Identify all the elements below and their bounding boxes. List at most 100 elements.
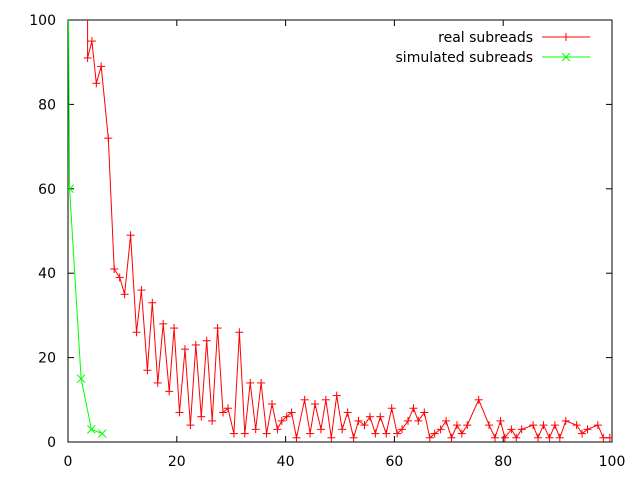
data-point xyxy=(262,429,271,438)
x-tick-label: 20 xyxy=(168,454,186,470)
data-point xyxy=(306,429,315,438)
axis-tick-labels: 0 20 40 60 80 100 0 20 40 60 80 100 xyxy=(29,13,625,470)
data-point xyxy=(104,134,113,143)
data-point xyxy=(393,429,402,438)
data-point xyxy=(251,425,260,434)
data-point xyxy=(186,421,195,430)
y-tick-label: 40 xyxy=(38,266,56,282)
data-point xyxy=(360,421,369,430)
data-point xyxy=(382,429,391,438)
data-point xyxy=(273,425,282,434)
data-point xyxy=(246,378,255,387)
data-point xyxy=(507,425,516,434)
plot-frame xyxy=(67,19,613,443)
legend-label: simulated subreads xyxy=(396,50,533,66)
data-point xyxy=(404,416,412,425)
data-point xyxy=(593,421,602,430)
series-0 xyxy=(83,20,612,442)
data-point xyxy=(539,421,548,430)
data-point xyxy=(414,416,423,425)
data-point xyxy=(572,421,581,430)
data-point xyxy=(137,286,146,295)
data-point xyxy=(545,433,554,442)
data-point xyxy=(338,425,347,434)
data-point xyxy=(202,336,211,345)
data-point xyxy=(512,433,521,442)
data-point xyxy=(500,433,509,442)
data-point xyxy=(300,395,309,404)
data-point xyxy=(208,416,217,425)
data-point xyxy=(219,408,228,417)
y-tick-label: 80 xyxy=(38,97,56,113)
data-point xyxy=(87,424,96,434)
data-point xyxy=(148,298,157,307)
data-point xyxy=(550,421,559,430)
data-point xyxy=(452,421,461,430)
data-point xyxy=(277,416,286,425)
series-layer xyxy=(68,20,612,442)
data-point xyxy=(76,374,86,384)
data-point xyxy=(235,328,244,337)
y-tick-label: 20 xyxy=(38,351,56,367)
data-point xyxy=(343,408,352,417)
data-point xyxy=(87,37,96,46)
data-point xyxy=(436,425,445,434)
data-point xyxy=(561,416,570,425)
data-point xyxy=(97,62,106,71)
y-tick-label: 60 xyxy=(38,182,56,198)
data-point xyxy=(97,429,107,438)
x-tick-label: 100 xyxy=(599,454,626,470)
data-point xyxy=(534,433,543,442)
data-point xyxy=(229,429,238,438)
data-point xyxy=(126,231,135,240)
data-point xyxy=(327,433,336,442)
data-point xyxy=(110,264,119,273)
data-point xyxy=(529,421,538,430)
series-line xyxy=(68,20,103,435)
data-point xyxy=(120,290,129,299)
data-point xyxy=(463,421,472,430)
data-point xyxy=(115,273,124,282)
data-point xyxy=(387,404,396,413)
data-point xyxy=(491,433,500,442)
data-point xyxy=(282,412,291,421)
data-point xyxy=(420,408,429,417)
data-point xyxy=(310,400,319,409)
data-point xyxy=(83,53,92,62)
data-point xyxy=(442,416,451,425)
data-point xyxy=(376,412,385,421)
data-point xyxy=(583,425,592,434)
data-point xyxy=(68,184,74,194)
data-point xyxy=(457,429,466,438)
data-point xyxy=(268,400,276,409)
legend: real subreads simulated subreads xyxy=(396,30,590,66)
data-point xyxy=(425,433,434,442)
data-point xyxy=(240,429,249,438)
legend-marker xyxy=(561,52,571,62)
data-point xyxy=(349,433,358,442)
data-point xyxy=(191,340,200,349)
data-point xyxy=(321,395,330,404)
data-point xyxy=(180,345,189,354)
x-tick-label: 80 xyxy=(494,454,512,470)
data-point xyxy=(365,412,374,421)
y-tick-label: 0 xyxy=(47,435,56,451)
legend-marker xyxy=(562,33,570,41)
data-point xyxy=(287,408,296,417)
data-point xyxy=(175,408,184,417)
data-point xyxy=(555,433,564,442)
x-tick-label: 40 xyxy=(277,454,295,470)
data-point xyxy=(197,412,206,421)
data-point xyxy=(213,324,222,333)
data-point xyxy=(170,324,179,333)
data-point xyxy=(474,395,483,404)
data-point xyxy=(354,416,363,425)
data-point xyxy=(165,387,174,396)
data-point xyxy=(496,416,505,425)
axis-ticks xyxy=(67,19,613,443)
data-point xyxy=(92,79,101,88)
data-point xyxy=(578,429,587,438)
data-point xyxy=(316,425,325,434)
data-point xyxy=(159,319,168,328)
data-point xyxy=(398,425,407,434)
